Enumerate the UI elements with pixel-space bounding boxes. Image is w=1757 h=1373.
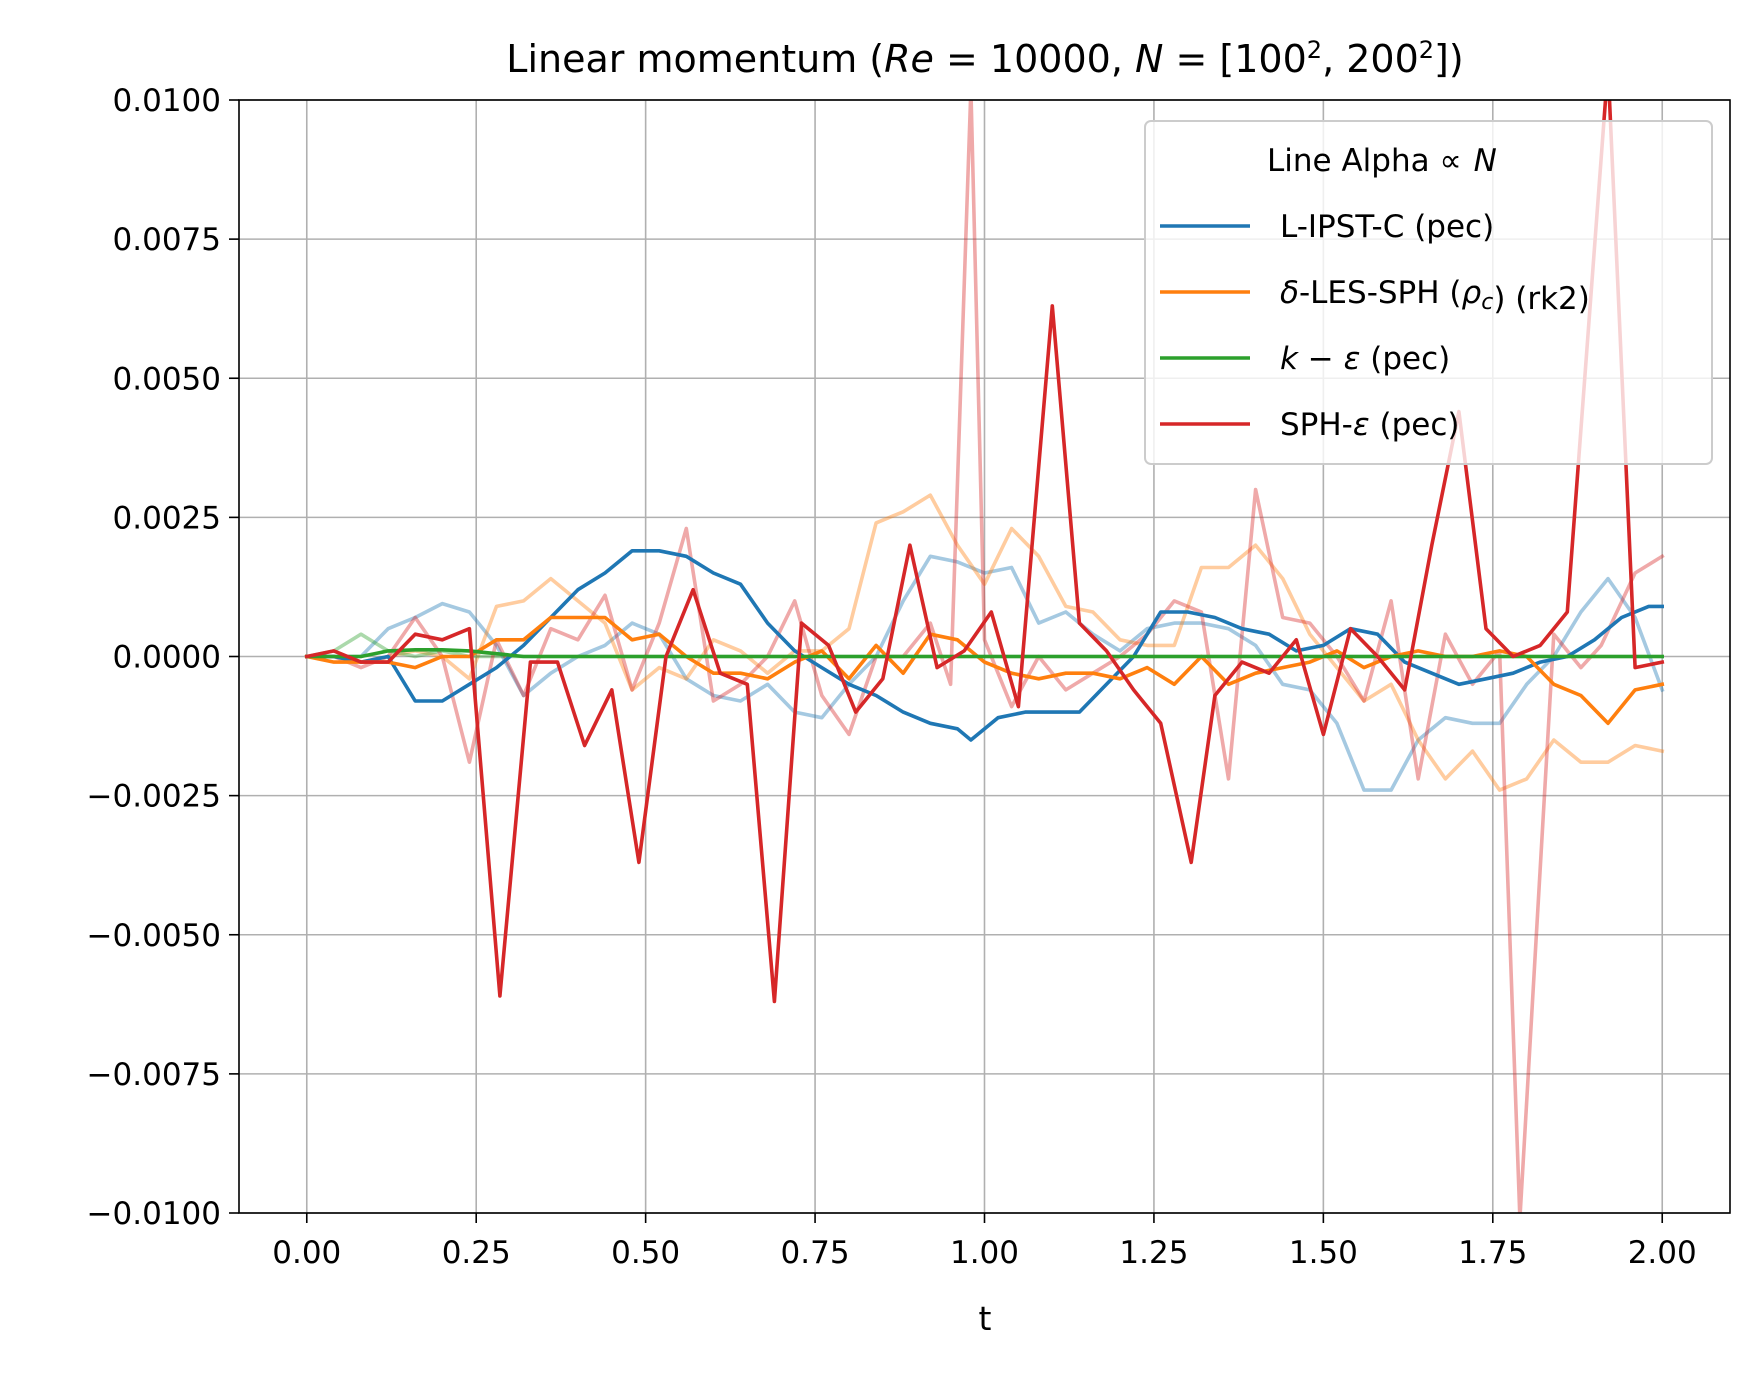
series-line-lipst_200 [304, 548, 1664, 742]
legend-box [1144, 120, 1713, 465]
x-tick-label: 1.25 [1119, 1235, 1188, 1271]
series-line-spheps_200 [304, 100, 1665, 1004]
y-tick-label: 0.0000 [113, 640, 221, 676]
y-tick-label: 0.0050 [113, 361, 221, 397]
legend-title: Line Alpha ∝ N [1267, 143, 1497, 179]
y-tick-label: 0.0100 [113, 83, 221, 119]
x-tick-label: 0.50 [611, 1235, 680, 1271]
series-lines [304, 100, 1665, 1213]
y-tick-label: 0.0025 [113, 500, 221, 536]
axis-ticks: 0.00 0.25 0.50 0.75 1.00 1.25 1.50 1.75 2.00 −0.0… [87, 83, 1697, 1271]
x-tick-label: 1.00 [950, 1235, 1019, 1271]
legend-label-spheps_200: SPH-ε (pec) [1280, 407, 1459, 443]
chart-title: Linear momentum (Re = 10000, N = [1002, … [506, 36, 1463, 81]
series-line-lipst_100 [304, 554, 1665, 792]
x-tick-label: 2.00 [1628, 1235, 1697, 1271]
legend: Line Alpha ∝ N L-IPST-C (pec) δ-LES-SPH (ρ… [1144, 120, 1713, 465]
x-tick-label: 0.75 [781, 1235, 850, 1271]
series-line-keps_200 [304, 647, 1664, 659]
x-tick-label: 0.00 [272, 1235, 341, 1271]
y-tick-label: −0.0075 [87, 1057, 221, 1093]
legend-label-dles_200: δ-LES-SPH (ρc) (rk2) [1280, 275, 1590, 317]
x-tick-label: 1.50 [1289, 1235, 1358, 1271]
y-tick-label: −0.0050 [87, 918, 221, 954]
x-tick-label: 1.75 [1458, 1235, 1527, 1271]
series-line-dles_100 [304, 493, 1665, 792]
x-axis-label: t [979, 1299, 992, 1338]
y-tick-label: −0.0025 [87, 779, 221, 815]
legend-label-lipst_200: L-IPST-C (pec) [1280, 209, 1494, 245]
y-tick-label: 0.0075 [113, 222, 221, 258]
series-line-dles_200 [304, 615, 1665, 726]
y-tick-label: −0.0100 [87, 1196, 221, 1232]
x-tick-label: 0.25 [442, 1235, 511, 1271]
legend-label-keps_200: k − ε (pec) [1280, 341, 1450, 377]
